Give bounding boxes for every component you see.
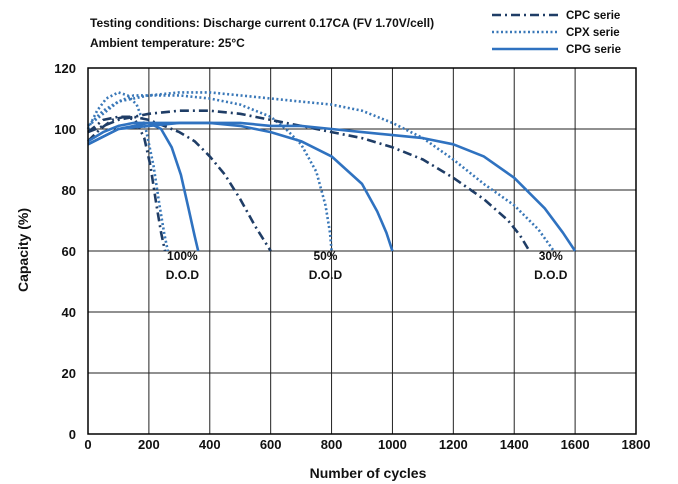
x-tick-label: 400: [199, 437, 221, 452]
dod-label: 30%: [539, 249, 563, 263]
plot-frame: [87, 67, 637, 435]
dod-label: D.O.D: [534, 268, 568, 282]
x-tick-label: 1000: [378, 437, 407, 452]
dod-label: D.O.D: [166, 268, 200, 282]
y-tick-label: 0: [69, 427, 76, 442]
y-tick-label: 80: [62, 183, 76, 198]
x-tick-label: 0: [84, 437, 91, 452]
series-line-dashdot-6: [87, 109, 531, 252]
dod-label: 100%: [167, 249, 198, 263]
legend-label: CPX serie: [566, 27, 620, 39]
legend-label: CPG serie: [566, 44, 621, 56]
y-tick-label: 60: [62, 244, 76, 259]
x-tick-label: 1800: [622, 437, 651, 452]
series-line-dotted-4: [87, 94, 333, 252]
dod-labels: 100% D.O.D 50% D.O.D 30% D.O.D: [166, 249, 568, 282]
x-axis-title: Number of cycles: [310, 465, 427, 481]
series-line-dotted-1: [86, 91, 170, 252]
y-tick-label: 100: [54, 122, 76, 137]
y-tick-label: 20: [62, 366, 76, 381]
note-line-2: Ambient temperature: 25°C: [90, 36, 245, 50]
y-tick-label: 120: [54, 61, 76, 76]
x-tick-label: 1600: [561, 437, 590, 452]
legend: CPC serie CPX serie CPG serie: [492, 10, 621, 56]
series-line-solid-2: [87, 121, 200, 252]
legend-label: CPC serie: [566, 10, 620, 22]
y-tick-label: 40: [62, 305, 76, 320]
plot-border: [87, 67, 637, 435]
series-line-dashdot-3: [87, 115, 272, 252]
note-line-1: Testing conditions: Discharge current 0.…: [90, 16, 434, 30]
x-tick-label: 600: [260, 437, 282, 452]
dod-label: D.O.D: [309, 268, 343, 282]
x-tick-label: 1400: [500, 437, 529, 452]
series-line-solid-8: [87, 121, 577, 252]
series-line-dashdot-0: [87, 115, 167, 252]
x-tick-label: 800: [321, 437, 343, 452]
series-line-dotted-7: [87, 91, 555, 252]
dod-label: 50%: [313, 249, 337, 263]
series-line-solid-5: [87, 121, 394, 252]
x-tick-label: 1200: [439, 437, 468, 452]
y-axis-title: Capacity (%): [15, 208, 31, 292]
x-tick-label: 200: [138, 437, 160, 452]
tick-labels: 0 200 400 600 800 1000 1200 1400 1600 1800 0 20 40 60…: [54, 61, 650, 452]
data-series: [86, 91, 577, 252]
